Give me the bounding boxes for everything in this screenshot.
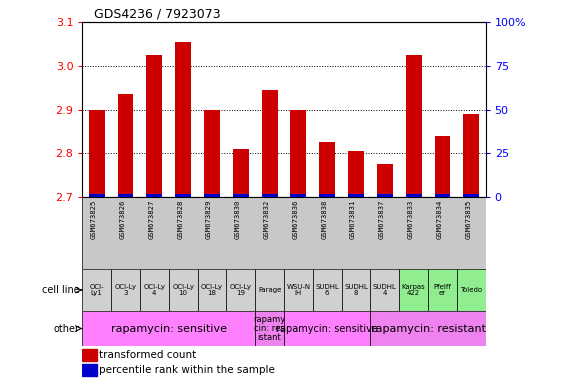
Bar xyxy=(111,269,140,311)
Bar xyxy=(89,194,105,197)
Bar xyxy=(227,269,255,311)
Text: rapamycin: sensitive: rapamycin: sensitive xyxy=(276,323,378,333)
Text: OCI-Ly
10: OCI-Ly 10 xyxy=(172,284,194,296)
Text: OCI-Ly
19: OCI-Ly 19 xyxy=(230,284,252,296)
Bar xyxy=(399,269,428,311)
Bar xyxy=(82,311,255,346)
Text: GSM673829: GSM673829 xyxy=(206,200,212,239)
Bar xyxy=(82,349,97,361)
Text: SUDHL
6: SUDHL 6 xyxy=(315,284,339,296)
Text: Karpas
422: Karpas 422 xyxy=(402,284,425,296)
Text: percentile rank within the sample: percentile rank within the sample xyxy=(99,365,274,375)
Text: Farage: Farage xyxy=(258,287,281,293)
Bar xyxy=(348,194,364,197)
Bar xyxy=(457,269,486,311)
Bar xyxy=(348,151,364,197)
Bar xyxy=(140,269,169,311)
Bar xyxy=(176,194,191,197)
Text: Toledo: Toledo xyxy=(460,287,482,293)
Bar xyxy=(319,142,335,197)
Bar xyxy=(176,42,191,197)
Text: GSM673830: GSM673830 xyxy=(235,200,241,239)
Text: rapamy
cin: res
istant: rapamy cin: res istant xyxy=(253,315,286,342)
Bar xyxy=(406,194,421,197)
Bar xyxy=(255,269,284,311)
Text: Pfeiff
er: Pfeiff er xyxy=(433,284,452,296)
Text: transformed count: transformed count xyxy=(99,350,196,360)
Bar xyxy=(147,55,162,197)
Bar xyxy=(198,269,227,311)
Bar xyxy=(463,194,479,197)
Text: GSM673838: GSM673838 xyxy=(321,200,327,239)
Text: OCI-Ly
4: OCI-Ly 4 xyxy=(143,284,165,296)
Text: other: other xyxy=(53,323,80,333)
Bar xyxy=(82,269,111,311)
Bar xyxy=(118,94,133,197)
Text: SUDHL
4: SUDHL 4 xyxy=(373,284,397,296)
Text: rapamycin: sensitive: rapamycin: sensitive xyxy=(111,323,227,333)
Text: cell line: cell line xyxy=(42,285,80,295)
Bar xyxy=(370,311,486,346)
Text: OCI-
Ly1: OCI- Ly1 xyxy=(89,284,104,296)
Bar xyxy=(377,164,392,197)
Bar xyxy=(262,90,278,197)
Bar xyxy=(435,194,450,197)
Bar xyxy=(428,269,457,311)
Bar xyxy=(435,136,450,197)
Bar xyxy=(341,269,370,311)
Bar xyxy=(204,109,220,197)
Text: GSM673828: GSM673828 xyxy=(177,200,183,239)
Bar xyxy=(255,311,284,346)
Bar xyxy=(89,109,105,197)
Text: GSM673831: GSM673831 xyxy=(350,200,356,239)
Text: GSM673835: GSM673835 xyxy=(465,200,471,239)
Text: GSM673832: GSM673832 xyxy=(264,200,270,239)
Bar xyxy=(319,194,335,197)
Text: GSM673836: GSM673836 xyxy=(293,200,298,239)
Text: OCI-Ly
18: OCI-Ly 18 xyxy=(201,284,223,296)
Bar xyxy=(313,269,341,311)
Bar xyxy=(377,194,392,197)
Text: GDS4236 / 7923073: GDS4236 / 7923073 xyxy=(94,7,220,20)
Bar xyxy=(233,194,249,197)
Bar xyxy=(284,269,313,311)
Bar xyxy=(169,269,198,311)
Bar xyxy=(290,109,306,197)
Bar xyxy=(118,194,133,197)
Bar xyxy=(290,194,306,197)
Bar xyxy=(284,311,370,346)
Bar xyxy=(463,114,479,197)
Text: SUDHL
8: SUDHL 8 xyxy=(344,284,368,296)
Text: GSM673826: GSM673826 xyxy=(120,200,126,239)
Bar xyxy=(204,194,220,197)
Text: WSU-N
IH: WSU-N IH xyxy=(286,284,311,296)
Bar xyxy=(233,149,249,197)
Bar xyxy=(147,194,162,197)
Bar xyxy=(262,194,278,197)
Text: GSM673833: GSM673833 xyxy=(408,200,414,239)
Text: GSM673834: GSM673834 xyxy=(436,200,442,239)
Bar xyxy=(82,364,97,376)
Text: OCI-Ly
3: OCI-Ly 3 xyxy=(115,284,136,296)
Text: GSM673837: GSM673837 xyxy=(379,200,385,239)
Text: GSM673825: GSM673825 xyxy=(91,200,97,239)
Bar xyxy=(406,55,421,197)
Text: rapamycin: resistant: rapamycin: resistant xyxy=(370,323,486,333)
Bar xyxy=(370,269,399,311)
Text: GSM673827: GSM673827 xyxy=(148,200,154,239)
